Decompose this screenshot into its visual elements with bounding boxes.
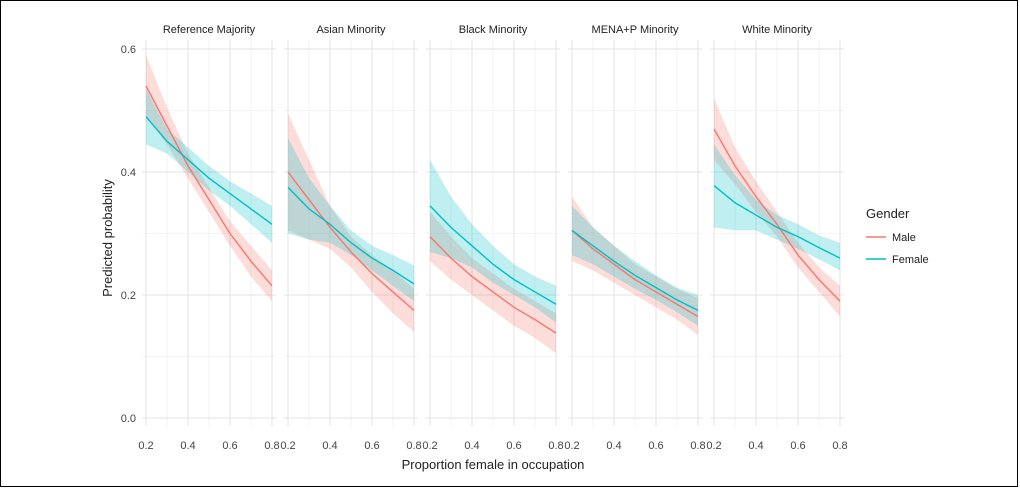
x-tick-label: 0.2 [706, 440, 721, 452]
facet-panel: MENA+P Minority 0.2 0.4 0.6 0.8 [564, 24, 705, 452]
x-tick-label: 0.2 [280, 440, 295, 452]
confidence-band-male [572, 196, 698, 335]
confidence-band-female [714, 144, 840, 271]
y-axis-label: Predicted probability [100, 179, 115, 297]
series-line-male [287, 171, 415, 311]
confidence-band-male [288, 113, 414, 332]
series-line-male [571, 229, 699, 318]
facet-panel: Black Minority 0.2 0.4 0.6 0.8 [422, 24, 563, 452]
confidence-band-female [146, 88, 272, 243]
series-line-female [429, 205, 557, 305]
facet-title: White Minority [742, 24, 812, 36]
confidence-band-female [430, 159, 556, 323]
confidence-band-male [430, 211, 556, 354]
x-tick-label: 0.4 [748, 440, 763, 452]
facet-title: Reference Majority [163, 24, 256, 36]
series-line-female [713, 184, 841, 259]
x-tick-label: 0.4 [606, 440, 621, 452]
chart-panels: 0.0 0.2 0.4 0.6 Reference Majority 0.2 0.4 0.6 0… [121, 24, 848, 452]
x-tick-label: 0.6 [222, 440, 237, 452]
series-line-female [571, 229, 699, 312]
x-tick-label: 0.4 [464, 440, 479, 452]
series-line-female [287, 186, 415, 285]
facet-title: Black Minority [459, 24, 528, 36]
x-tick-label: 0.8 [690, 440, 705, 452]
legend-label-male: Male [892, 232, 916, 244]
x-tick-label: 0.6 [790, 440, 805, 452]
x-tick-label: 0.6 [648, 440, 663, 452]
facet-title: MENA+P Minority [592, 24, 679, 36]
facet-title: Asian Minority [316, 24, 386, 36]
legend-label-female: Female [892, 254, 929, 266]
x-axis-label: Proportion female in occupation [402, 457, 585, 472]
facet-panel: Reference Majority 0.2 0.4 0.6 0.8 [138, 24, 279, 452]
x-tick-label: 0.8 [832, 440, 847, 452]
confidence-band-male [714, 98, 840, 317]
confidence-band-male [146, 55, 272, 302]
x-tick-label: 0.6 [364, 440, 379, 452]
x-tick-label: 0.4 [322, 440, 337, 452]
series-line-male [145, 85, 273, 287]
series-line-male [713, 128, 841, 302]
x-tick-label: 0.2 [422, 440, 437, 452]
facet-panel: Asian Minority 0.2 0.4 0.6 0.8 [280, 24, 421, 452]
series-line-female [145, 116, 273, 225]
x-tick-label: 0.6 [506, 440, 521, 452]
legend: Gender Male Female [866, 206, 929, 266]
x-tick-label: 0.8 [406, 440, 421, 452]
y-tick-label: 0.2 [121, 290, 136, 302]
y-tick-label: 0.6 [121, 44, 136, 56]
x-tick-label: 0.2 [138, 440, 153, 452]
x-tick-label: 0.8 [264, 440, 279, 452]
legend-title: Gender [866, 206, 910, 221]
confidence-band-female [572, 205, 698, 326]
y-tick-label: 0.0 [121, 413, 136, 425]
x-tick-label: 0.2 [564, 440, 579, 452]
facet-panel: White Minority 0.2 0.4 0.6 0.8 [706, 24, 847, 452]
x-tick-label: 0.4 [180, 440, 195, 452]
x-tick-label: 0.8 [548, 440, 563, 452]
series-line-male [429, 236, 557, 334]
confidence-band-female [288, 138, 414, 302]
y-tick-label: 0.4 [121, 167, 136, 179]
